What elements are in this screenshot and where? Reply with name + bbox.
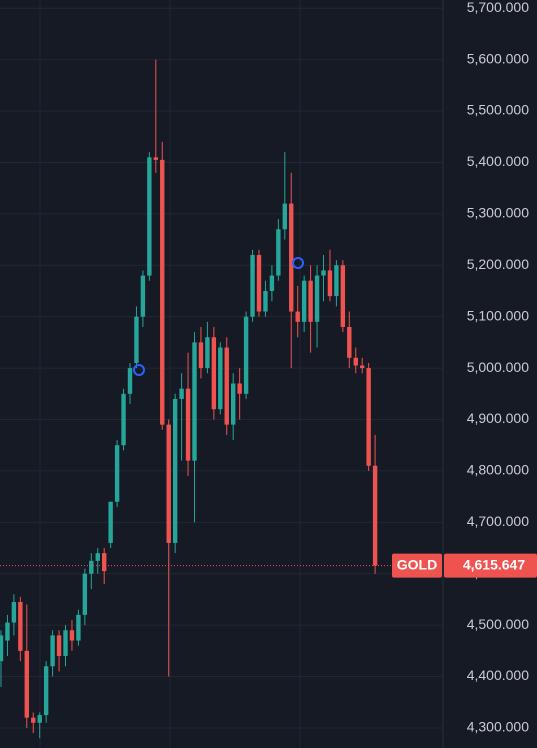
candle-body (340, 265, 346, 327)
candle-body (321, 270, 326, 276)
y-tick-label: 5,100.000 (467, 307, 529, 323)
candle-body (185, 388, 191, 461)
candle-body (237, 383, 242, 394)
candle-body (301, 280, 307, 322)
candle-body (243, 316, 249, 394)
candle-body (276, 229, 281, 276)
candle-body (5, 622, 10, 641)
candle-body (295, 311, 300, 322)
candle-body (114, 445, 120, 502)
candle-body (153, 157, 158, 160)
y-tick-label: 5,600.000 (467, 50, 529, 66)
candle-body (18, 601, 23, 651)
candle-body (160, 159, 165, 425)
candle-body (308, 280, 313, 322)
candle-body (127, 368, 133, 394)
candle-body (334, 265, 339, 297)
candle-body (231, 383, 236, 425)
candle-body (37, 715, 42, 723)
candle-body (102, 553, 107, 572)
candle-body (147, 157, 152, 276)
y-tick-label: 4,700.000 (467, 513, 529, 529)
y-tick-label: 4,400.000 (467, 667, 529, 683)
candle-body (211, 337, 217, 410)
candle-body (256, 254, 262, 312)
candle-body (95, 553, 100, 561)
event-marker (292, 257, 304, 269)
y-tick-label: 4,800.000 (467, 462, 529, 478)
candle-body (63, 630, 68, 656)
candle-body (108, 501, 113, 543)
price-box (444, 553, 537, 578)
y-tick-label: 4,300.000 (467, 719, 529, 735)
candle-body (250, 254, 255, 317)
y-tick-label: 4,500.000 (467, 616, 529, 632)
candle-body (366, 368, 371, 466)
candle-body (134, 316, 139, 363)
candle-body (179, 388, 184, 399)
candle-body (327, 270, 333, 297)
candle-body (192, 342, 197, 461)
candle-body (347, 326, 352, 358)
candle-body (353, 357, 358, 366)
candle-body (24, 650, 29, 718)
y-tick-label: 5,200.000 (467, 256, 529, 272)
candle-body (218, 347, 223, 410)
candle-body (0, 635, 4, 662)
candle-body (360, 365, 365, 369)
y-tick-label: 5,500.000 (467, 102, 529, 118)
candle-body (69, 630, 75, 641)
candle-body (31, 717, 36, 723)
candle-body (89, 560, 94, 574)
candle-body (172, 398, 178, 543)
y-tick-label: 5,700.000 (467, 0, 529, 15)
candle-body (76, 614, 81, 641)
vertical-grid (39, 0, 301, 748)
y-tick-label: 5,400.000 (467, 153, 529, 169)
candle-body (198, 342, 204, 369)
symbol-box (392, 553, 442, 578)
candle-body (43, 666, 49, 716)
event-marker (133, 364, 145, 376)
candle-body (282, 203, 287, 230)
candle-body (140, 275, 146, 317)
candle-body (11, 601, 17, 623)
candle-body (82, 573, 88, 615)
candle-body (56, 635, 62, 656)
candle-body (121, 393, 126, 446)
candle-body (205, 337, 210, 369)
candle-body (372, 465, 378, 566)
symbol-label: GOLD (397, 556, 437, 572)
candle-body (289, 203, 294, 312)
candle-body (166, 424, 171, 543)
y-tick-label: 5,300.000 (467, 205, 529, 221)
y-tick-label: 5,000.000 (467, 359, 529, 375)
candle-body (269, 275, 275, 291)
candle-body (224, 347, 229, 425)
candle-body (314, 275, 320, 322)
y-tick-label: 4,900.000 (467, 410, 529, 426)
candle-body (50, 635, 55, 667)
candle-body (263, 290, 268, 312)
last-price-label: 4,615.647 (463, 556, 525, 572)
